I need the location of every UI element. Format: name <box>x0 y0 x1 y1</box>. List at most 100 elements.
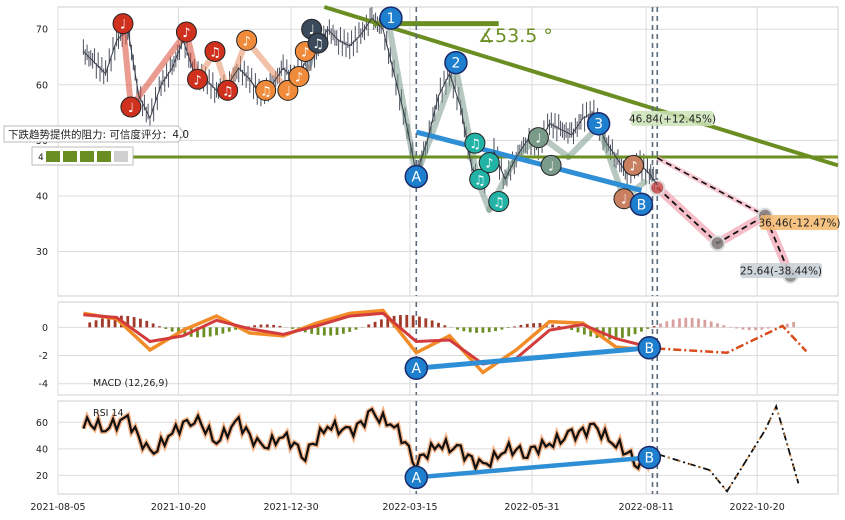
macd-histogram-bar <box>722 325 726 328</box>
downtrend-line <box>323 5 839 168</box>
macd-histogram-bar <box>100 318 104 328</box>
macd-histogram-bar <box>367 324 371 328</box>
macd-histogram-bar <box>614 327 618 339</box>
macd-histogram-bar <box>792 321 796 328</box>
macd-histogram-bar <box>640 327 643 332</box>
macd-histogram-bar <box>272 324 276 328</box>
wave-label: 2 <box>451 56 460 72</box>
macd-histogram-bar <box>443 325 447 328</box>
macd-histogram-bar <box>570 327 574 331</box>
macd-histogram-bar <box>468 327 472 333</box>
macd-histogram-bar <box>532 323 536 328</box>
macd-histogram-bar <box>386 317 390 328</box>
macd-histogram-bar <box>405 314 409 328</box>
macd-histogram-bar <box>697 318 700 328</box>
rating-block <box>80 151 94 162</box>
macd-histogram-bar <box>329 327 333 336</box>
note-marker-icon <box>236 29 258 51</box>
macd-histogram-bar <box>151 323 155 328</box>
y-tick-label: -4 <box>39 379 48 390</box>
macd-histogram-bar <box>380 319 383 328</box>
target-label-2-box <box>760 215 839 230</box>
macd-histogram-bar <box>684 317 688 328</box>
x-tick-label: 2021-12-30 <box>263 502 318 513</box>
macd-histogram-bar <box>145 320 149 328</box>
note-glyph-icon: ♪ <box>295 70 303 85</box>
y-tick-label: 20 <box>36 471 48 482</box>
macd-histogram-bar <box>766 327 770 329</box>
x-tick-label: 2022-05-31 <box>504 502 559 513</box>
macd-histogram-bar <box>659 323 662 328</box>
macd-histogram-bar <box>411 315 415 328</box>
x-tick-label: 2022-08-11 <box>619 502 674 513</box>
macd-histogram-bar <box>513 326 516 328</box>
macd-histogram-bar <box>113 315 117 328</box>
note-marker-icon <box>288 65 310 87</box>
target-label-2: 36.46(-12.47%) <box>758 218 840 230</box>
macd-histogram-bar <box>462 327 466 332</box>
macd-histogram-bar <box>633 327 637 335</box>
rsi-divergence-circle <box>637 445 662 470</box>
note-marker-icon <box>469 168 491 190</box>
rating-block <box>46 151 60 162</box>
macd-divergence-label: A <box>412 361 422 377</box>
macd-histogram-bar <box>196 327 199 338</box>
macd-histogram-bar <box>456 327 459 330</box>
macd-histogram-bar <box>741 327 745 330</box>
macd-histogram-bar <box>760 327 764 330</box>
rsi-title: RSI 14 <box>93 408 124 419</box>
angle-annotation: ∡53.5 ° <box>478 25 553 47</box>
note-glyph-icon: ♫ <box>493 196 505 211</box>
note-glyph-icon: ♫ <box>260 84 272 99</box>
projection-line <box>656 186 792 277</box>
macd-histogram-bar <box>139 318 142 328</box>
macd-histogram-bar <box>671 319 675 328</box>
resistance-tooltip <box>3 125 186 143</box>
target-label-1: 46.84(+12.45%) <box>629 114 716 126</box>
macd-histogram-bar <box>551 324 555 328</box>
rsi-divergence-label: A <box>412 470 422 486</box>
macd-histogram-bar <box>652 326 656 328</box>
macd-histogram-bar <box>234 327 237 330</box>
ab-divergence-line <box>415 129 643 193</box>
wave-label: 1 <box>386 11 395 27</box>
wave-label-circle <box>379 6 403 30</box>
projection-point <box>709 235 726 252</box>
note-glyph-icon: ♫ <box>312 37 324 52</box>
macd-histogram-bar <box>665 321 669 328</box>
note-marker-icon <box>478 152 500 174</box>
note-glyph-icon: ♩ <box>548 159 554 174</box>
note-marker-icon <box>622 154 644 176</box>
x-tick-label: 2021-08-05 <box>30 502 85 513</box>
note-marker-icon <box>255 79 277 101</box>
note-glyph-icon: ♩ <box>535 132 541 147</box>
macd-histogram-bar <box>310 327 314 334</box>
y-tick-label: 0 <box>42 323 48 334</box>
macd-histogram-bar <box>94 320 98 328</box>
note-glyph-icon: ♪ <box>243 34 251 49</box>
macd-histogram-bar <box>253 325 256 328</box>
rsi-line <box>82 407 656 472</box>
note-glyph-icon: ♪ <box>182 26 190 41</box>
macd-histogram-bar <box>709 321 713 328</box>
note-glyph-icon: ♩ <box>309 23 315 38</box>
note-glyph-icon: ♫ <box>222 84 234 99</box>
note-glyph-icon: ♩ <box>128 101 134 116</box>
macd-histogram-bar <box>265 324 269 328</box>
macd-histogram-bar <box>716 323 719 328</box>
rating-block-empty <box>114 151 128 162</box>
macd-divergence-circle <box>637 336 662 360</box>
projection-start-point <box>649 179 666 196</box>
wave-label: 3 <box>594 117 603 133</box>
macd-histogram-bar <box>538 323 542 328</box>
macd-histogram-bar <box>437 322 440 328</box>
macd-histogram-bar <box>525 323 529 328</box>
macd-histogram-bar <box>576 327 580 333</box>
price-series-line <box>83 17 658 186</box>
x-tick-label: 2022-10-20 <box>730 502 785 513</box>
wave-segment <box>243 37 291 94</box>
note-marker-icon <box>540 154 562 176</box>
rating-block <box>63 151 77 162</box>
macd-histogram-bar <box>500 327 504 330</box>
